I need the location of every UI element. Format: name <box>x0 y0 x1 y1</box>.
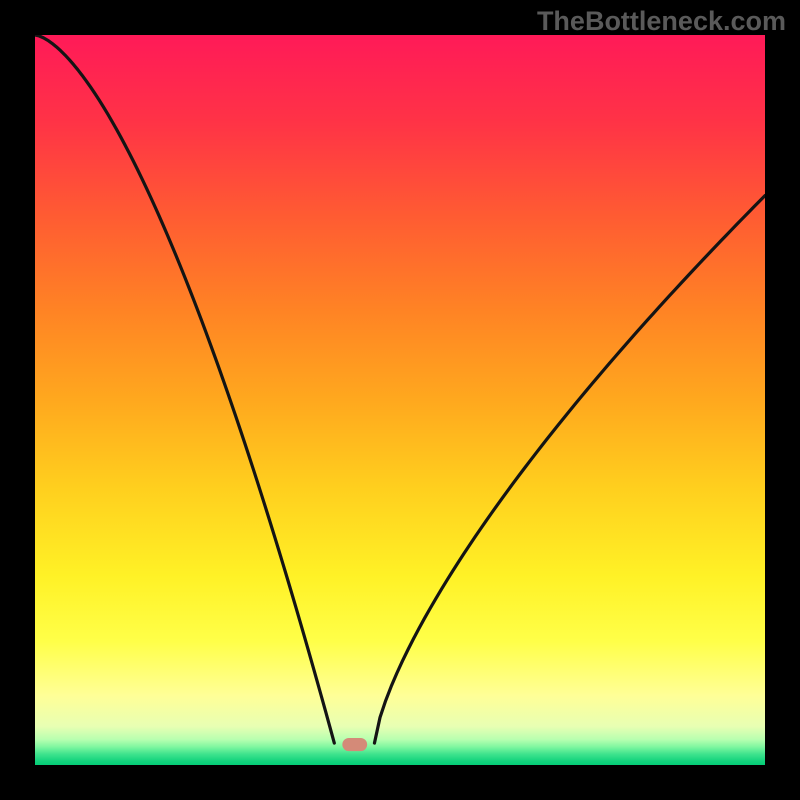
watermark-text: TheBottleneck.com <box>537 6 786 37</box>
minimum-marker <box>342 738 367 751</box>
plot-area <box>35 35 765 765</box>
gradient-background <box>35 35 765 765</box>
plot-svg <box>35 35 765 765</box>
chart-frame: TheBottleneck.com <box>0 0 800 800</box>
